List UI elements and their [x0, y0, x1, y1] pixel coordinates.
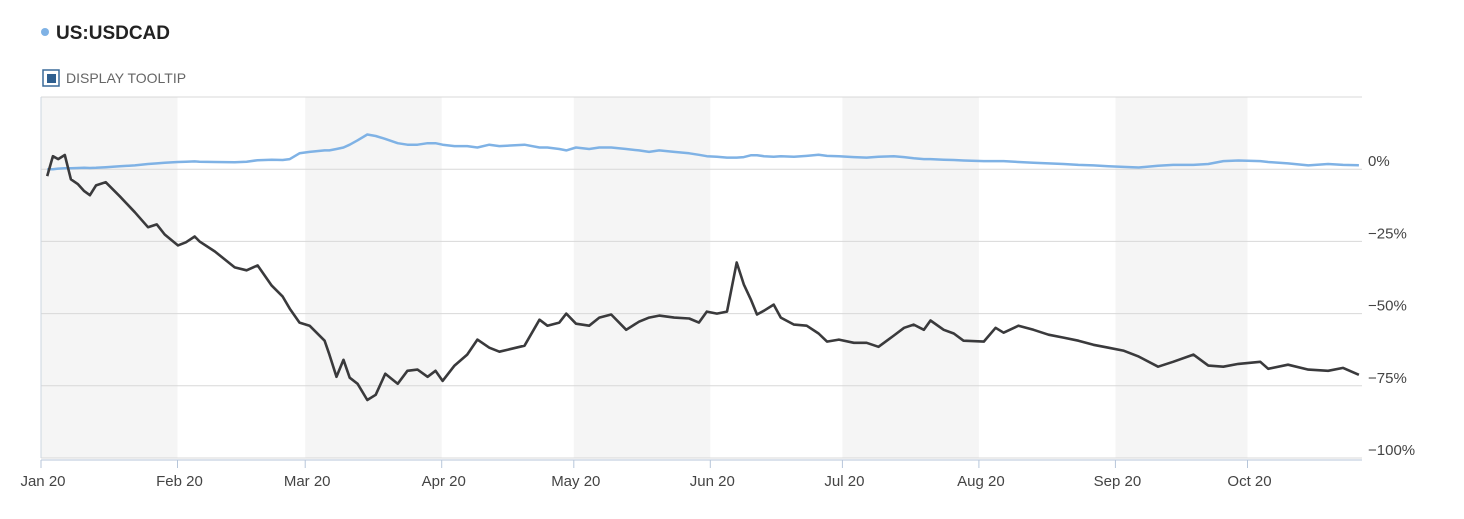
x-tick-label: May 20: [551, 473, 600, 490]
checkbox-label[interactable]: DISPLAY TOOLTIP: [66, 70, 186, 86]
legend-title: US:USDCAD: [56, 23, 170, 44]
y-tick-label: −75%: [1368, 370, 1407, 387]
x-tick-label: Mar 20: [284, 473, 331, 490]
x-tick-label: Oct 20: [1227, 473, 1271, 490]
y-tick-label: −100%: [1368, 442, 1415, 459]
x-tick-label: Jan 20: [20, 473, 65, 490]
series-line: [47, 133, 1359, 171]
tooltip-toggle[interactable]: DISPLAY TOOLTIP: [42, 69, 186, 87]
x-tick-label: Feb 20: [156, 473, 203, 490]
x-tick-label: Apr 20: [422, 473, 466, 490]
x-tick-label: Jul 20: [824, 473, 864, 490]
band: [842, 97, 979, 458]
y-tick-label: 0%: [1368, 153, 1390, 170]
band: [573, 97, 711, 458]
band: [41, 97, 178, 458]
y-tick-label: −50%: [1368, 298, 1407, 315]
checkbox-fill: [47, 74, 56, 83]
grid: [41, 96, 1362, 459]
series-lines: [45, 133, 1360, 402]
band: [305, 97, 442, 458]
band: [1115, 97, 1248, 458]
legend-marker: [41, 28, 49, 36]
x-tick-label: Sep 20: [1094, 473, 1142, 490]
y-tick-label: −25%: [1368, 225, 1407, 242]
x-tick-label: Jun 20: [690, 473, 735, 490]
axes: 0% −25% −50% −75% −100% Jan 20 Feb 20 Mar 20 Apr…: [20, 97, 1415, 490]
x-tick-label: Aug 20: [957, 473, 1005, 490]
series-line: [45, 153, 1360, 402]
